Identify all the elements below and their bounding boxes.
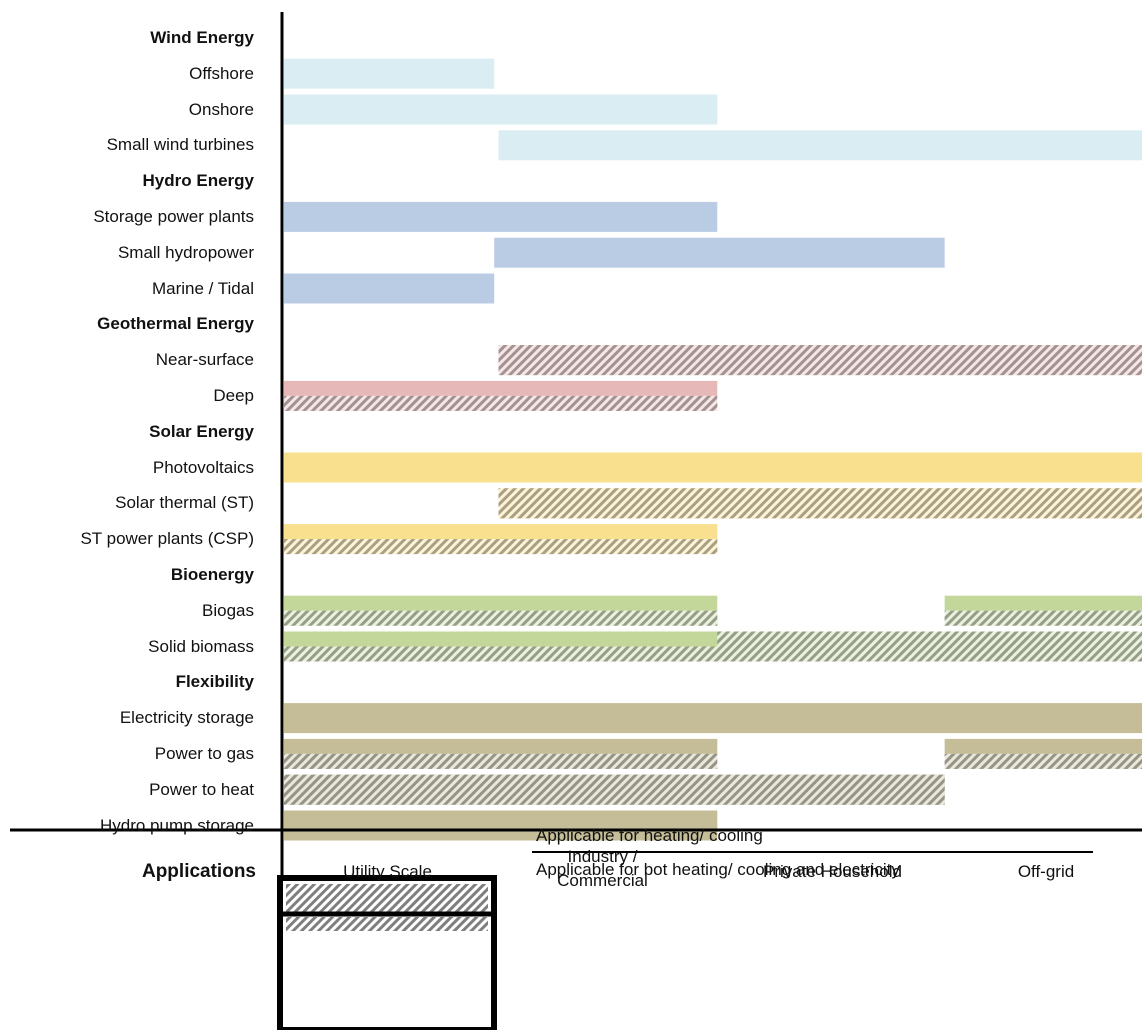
bar-st-power-plants-csp-0-tint xyxy=(284,539,718,555)
bar-biogas-1-solid xyxy=(944,595,1142,611)
bar-layer xyxy=(284,58,1142,841)
row-label-onshore: Onshore xyxy=(188,99,254,119)
bar-biogas-0-hatch xyxy=(284,610,718,626)
bar-biogas-1-tint xyxy=(944,610,1142,626)
row-label-small-hydropower: Small hydropower xyxy=(117,242,254,262)
bar-power-to-gas-0-solid xyxy=(284,738,718,754)
row-label-near-surface: Near-surface xyxy=(155,350,254,370)
bar-biogas-1-hatch xyxy=(944,610,1142,626)
bar-st-power-plants-csp-0-solid xyxy=(284,524,718,540)
legend-label-heating: Applicable for heating/ cooling xyxy=(536,826,763,845)
category-label-wind-energy: Wind Energy xyxy=(150,27,254,47)
bar-power-to-gas-1-tint xyxy=(944,753,1142,769)
bar-hydro-pump-storage-0-solid xyxy=(284,810,718,841)
bar-near-surface-0-hatch xyxy=(498,345,1142,376)
bar-small-hydropower-0-solid xyxy=(494,237,945,268)
bar-power-to-gas-0-tint xyxy=(284,753,718,769)
bar-near-surface-0-tint xyxy=(498,345,1142,376)
bar-biogas-0-solid xyxy=(284,595,718,611)
column-off-grid-line1: Off-grid xyxy=(1017,862,1075,881)
bar-photovoltaics-0-solid xyxy=(284,452,1142,483)
applications-label: Applications xyxy=(141,861,256,882)
bar-solar-thermal-st-0-tint xyxy=(498,488,1142,519)
legend-swatch-hatched xyxy=(286,884,488,914)
category-label-hydro-energy: Hydro Energy xyxy=(142,171,254,191)
bar-storage-power-plants-0-solid xyxy=(284,201,718,232)
bar-power-to-heat-0-hatch xyxy=(284,774,945,805)
row-label-photovoltaics: Photovoltaics xyxy=(152,457,254,477)
bar-offshore-0-solid xyxy=(284,58,495,89)
row-label-hydro-pump-storage: Hydro pump storage xyxy=(99,815,254,835)
bar-power-to-gas-1-hatch xyxy=(944,753,1142,769)
row-label-offshore: Offshore xyxy=(189,63,254,83)
column-private-household: Private Household xyxy=(725,860,940,884)
category-label-geothermal-energy: Geothermal Energy xyxy=(97,314,254,334)
row-label-storage-power-plants: Storage power plants xyxy=(93,206,254,226)
column-industry-commercial: Industry / Commercial xyxy=(500,845,705,893)
bar-solid-biomass-1-tint xyxy=(717,631,1142,662)
bar-small-wind-turbines-0-solid xyxy=(498,130,1142,161)
category-label-bioenergy: Bioenergy xyxy=(170,564,254,584)
legend-label-both: Applicable for bot heating/ cooling and … xyxy=(536,860,900,879)
row-label-deep: Deep xyxy=(213,385,254,405)
bar-biogas-0-tint xyxy=(284,610,718,626)
bar-solid-biomass-1-hatch xyxy=(717,631,1142,662)
bar-solid-biomass-0-tint xyxy=(284,646,718,662)
bar-electricity-storage-0-solid xyxy=(284,703,1142,734)
bar-marine-tidal-0-solid xyxy=(284,273,495,304)
row-label-small-wind-turbines: Small wind turbines xyxy=(106,135,254,155)
bar-st-power-plants-csp-0-hatch xyxy=(284,539,718,555)
row-label-marine-tidal: Marine / Tidal xyxy=(151,278,254,298)
column-private-household-line1: Private Household xyxy=(763,862,902,881)
axis-lines xyxy=(10,12,1142,910)
bar-power-to-heat-0-tint xyxy=(284,774,945,805)
legend-swatch-both xyxy=(286,917,488,931)
category-label-solar-energy: Solar Energy xyxy=(149,421,254,441)
column-industry-line2: Commercial xyxy=(557,871,648,890)
row-label-biogas: Biogas xyxy=(202,600,254,620)
row-label-st-power-plants-csp: ST power plants (CSP) xyxy=(80,529,254,549)
column-utility-scale-line1: Utility Scale xyxy=(343,862,432,881)
legend-swatches xyxy=(277,851,1093,1030)
bar-power-to-gas-0-hatch xyxy=(284,753,718,769)
column-off-grid: Off-grid xyxy=(950,860,1142,884)
column-industry-line1: Industry / xyxy=(567,847,638,866)
bar-deep-0-hatch xyxy=(284,395,718,411)
bar-onshore-0-solid xyxy=(284,94,718,125)
row-label-solid-biomass: Solid biomass xyxy=(148,636,254,656)
bar-power-to-gas-1-solid xyxy=(944,738,1142,754)
bar-deep-0-solid xyxy=(284,380,718,396)
bar-solid-biomass-0-solid xyxy=(284,631,718,647)
bar-solid-biomass-0-hatch xyxy=(284,646,718,662)
column-utility-scale: Utility Scale xyxy=(285,860,490,884)
row-label-power-to-heat: Power to heat xyxy=(149,779,254,799)
row-label-power-to-gas: Power to gas xyxy=(154,743,254,763)
bar-deep-0-tint xyxy=(284,395,718,411)
bar-solar-thermal-st-0-hatch xyxy=(498,488,1142,519)
row-label-solar-thermal-st: Solar thermal (ST) xyxy=(115,493,254,513)
category-label-flexibility: Flexibility xyxy=(175,672,254,692)
row-label-electricity-storage: Electricity storage xyxy=(119,708,254,728)
